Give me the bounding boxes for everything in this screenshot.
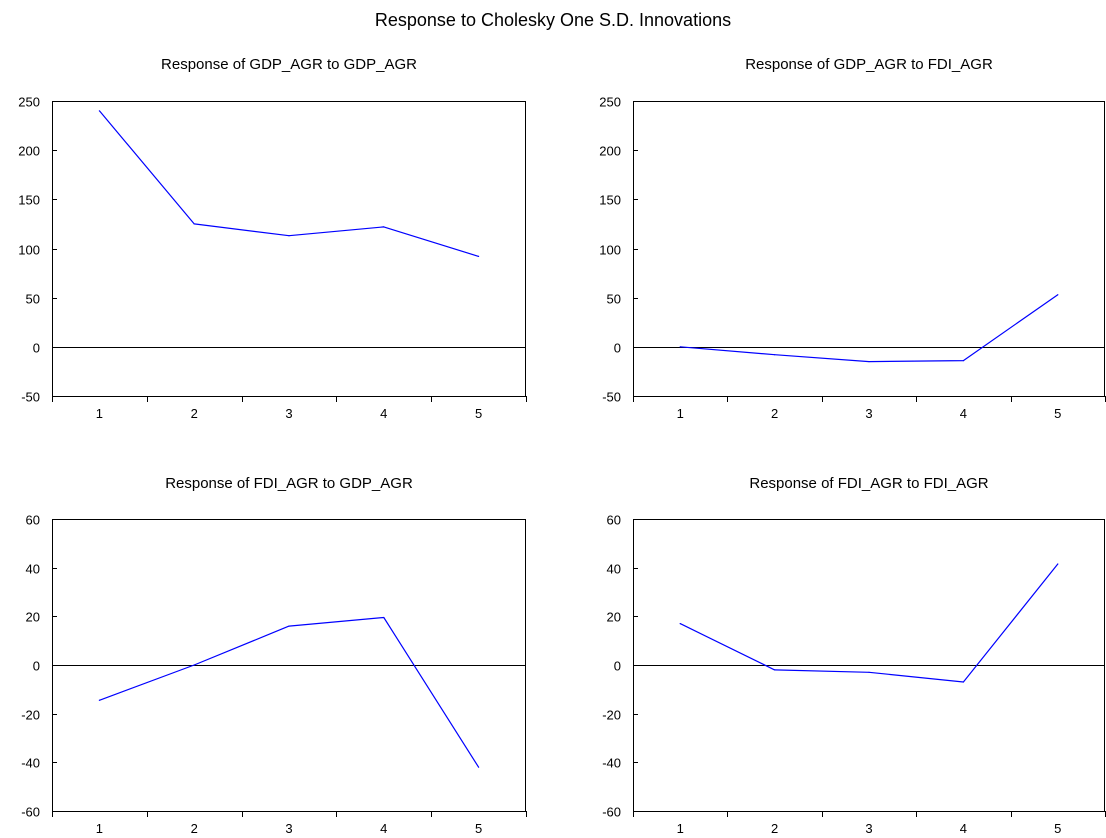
- data-point: [383, 616, 385, 619]
- panel-title: Response of GDP_AGR to GDP_AGR: [161, 56, 417, 73]
- y-tick-label: -60: [21, 805, 40, 820]
- data-point: [774, 669, 776, 671]
- x-tick-label: 5: [475, 406, 482, 421]
- y-tick-label: 0: [33, 341, 40, 356]
- data-point: [98, 110, 100, 112]
- y-tick-label: -20: [602, 708, 621, 723]
- y-tick-label: 20: [607, 610, 621, 625]
- y-tick-label: 60: [26, 513, 40, 528]
- response-line: [680, 294, 1059, 363]
- y-tick-label: 250: [599, 95, 621, 110]
- y-tick-label: 0: [614, 659, 621, 674]
- plot-frame: [633, 101, 1105, 397]
- y-tick-label: 0: [614, 341, 621, 356]
- panel-title: Response of FDI_AGR to FDI_AGR: [749, 475, 988, 492]
- y-tick-label: 50: [607, 292, 621, 307]
- y-tick-label: -20: [21, 708, 40, 723]
- x-tick-label: 3: [285, 821, 292, 836]
- figure-title: Response to Cholesky One S.D. Innovation…: [375, 10, 731, 30]
- data-point: [679, 346, 681, 348]
- y-tick-label: 20: [26, 610, 40, 625]
- chart-panel-1: Response of GDP_AGR to GDP_AGR -50 0 50 100 1…: [18, 56, 527, 421]
- y-tick-label: -50: [21, 390, 40, 405]
- x-tick-label: 1: [677, 821, 684, 836]
- y-tick-label: -60: [602, 805, 621, 820]
- x-tick-label: 1: [96, 821, 103, 836]
- x-tick-label: 4: [380, 406, 387, 421]
- panel-title: Response of FDI_AGR to GDP_AGR: [165, 475, 413, 492]
- response-line: [679, 563, 1059, 683]
- data-point: [288, 625, 290, 627]
- y-tick-label: 100: [18, 243, 40, 258]
- x-tick-label: 1: [677, 406, 684, 421]
- y-tick-label: 200: [599, 144, 621, 159]
- data-point: [868, 360, 870, 363]
- x-tick-label: 2: [771, 821, 778, 836]
- chart-panel-2: Response of GDP_AGR to FDI_AGR -50 0 50 100 1…: [599, 56, 1106, 421]
- data-point: [478, 255, 480, 257]
- data-point: [288, 235, 290, 237]
- y-tick-label: 150: [599, 193, 621, 208]
- data-point: [774, 354, 776, 356]
- y-tick-label: 100: [599, 243, 621, 258]
- data-point: [193, 664, 195, 666]
- data-point: [383, 226, 385, 228]
- y-tick-label: 0: [33, 659, 40, 674]
- x-tick-label: 5: [1054, 406, 1061, 421]
- data-point: [962, 360, 965, 362]
- y-tick-label: 150: [18, 193, 40, 208]
- y-tick-label: 40: [607, 562, 621, 577]
- x-tick-label: 2: [191, 406, 198, 421]
- data-point: [1057, 563, 1059, 565]
- y-tick-label: 250: [18, 95, 40, 110]
- x-tick-label: 4: [960, 821, 967, 836]
- y-tick-label: 50: [26, 292, 40, 307]
- data-point: [98, 699, 100, 701]
- chart-panel-3: Response of FDI_AGR to GDP_AGR -60 -40 -20 0…: [21, 475, 527, 836]
- x-tick-label: 1: [96, 406, 103, 421]
- x-tick-label: 2: [191, 821, 198, 836]
- data-point: [193, 223, 195, 225]
- data-point: [868, 671, 870, 673]
- y-tick-label: 200: [18, 144, 40, 159]
- x-tick-label: 4: [380, 821, 387, 836]
- response-line: [98, 110, 479, 257]
- data-point: [1057, 294, 1059, 296]
- x-tick-label: 5: [1054, 821, 1061, 836]
- x-tick-label: 2: [771, 406, 778, 421]
- x-tick-label: 3: [865, 406, 872, 421]
- x-tick-label: 3: [865, 821, 872, 836]
- data-point: [679, 623, 681, 625]
- data-point: [962, 681, 965, 683]
- y-tick-label: -40: [602, 756, 621, 771]
- panel-title: Response of GDP_AGR to FDI_AGR: [745, 56, 993, 73]
- data-point: [478, 766, 480, 768]
- response-line: [99, 616, 480, 768]
- chart-panel-4: Response of FDI_AGR to FDI_AGR -60 -40 -20 0…: [602, 475, 1106, 836]
- x-tick-label: 5: [475, 821, 482, 836]
- x-tick-label: 3: [285, 406, 292, 421]
- x-tick-label: 4: [960, 406, 967, 421]
- y-tick-label: 40: [26, 562, 40, 577]
- y-tick-label: 60: [607, 513, 621, 528]
- y-tick-label: -50: [602, 390, 621, 405]
- y-tick-label: -40: [21, 756, 40, 771]
